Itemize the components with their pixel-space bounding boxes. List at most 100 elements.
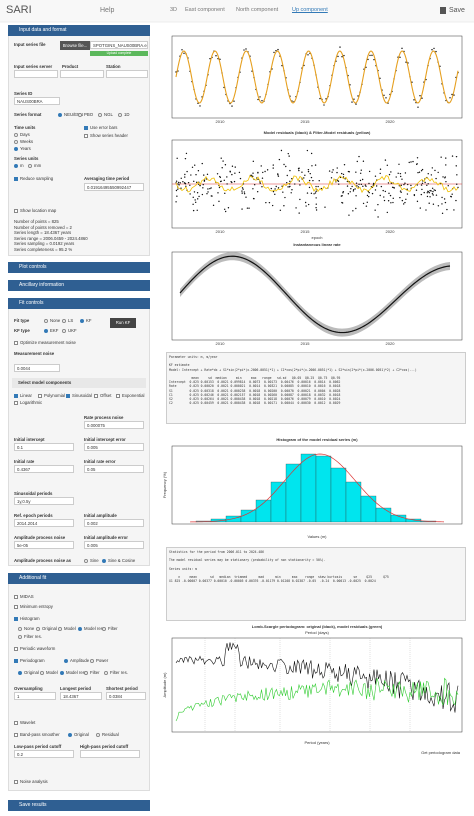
browse-button[interactable]: Browse file... [60, 41, 90, 50]
checkbox[interactable] [14, 176, 18, 181]
checkbox[interactable] [84, 133, 88, 138]
text-input[interactable]: 0.05 [84, 465, 144, 473]
radio[interactable] [118, 112, 122, 117]
point [315, 185, 317, 188]
tab[interactable]: Up component [292, 7, 328, 13]
radio[interactable] [80, 318, 84, 323]
section-header[interactable]: Additional fit [8, 573, 150, 584]
section-header[interactable]: Save results [8, 800, 150, 811]
checkbox[interactable] [14, 594, 18, 599]
checkbox[interactable] [116, 393, 120, 398]
radio[interactable] [102, 626, 106, 631]
checkbox[interactable] [84, 125, 88, 130]
point [306, 192, 309, 194]
radio[interactable] [18, 634, 22, 639]
label: Series range = 2006.0459 - 2024.4860 [14, 235, 88, 241]
radio[interactable] [60, 670, 64, 675]
section-header[interactable]: Ancillary information [8, 280, 150, 291]
text-input[interactable]: 0.000075 [84, 421, 144, 429]
checkbox[interactable] [94, 393, 98, 398]
text-input[interactable]: 0.005 [84, 443, 144, 451]
radio[interactable] [14, 146, 18, 151]
radio[interactable] [64, 658, 68, 663]
radio[interactable] [58, 626, 62, 631]
point [400, 184, 402, 187]
checkbox-label: Reduce sampling [20, 176, 54, 181]
text-input[interactable]: 0.0384 [106, 692, 146, 700]
radio[interactable] [84, 558, 88, 563]
text-input[interactable]: 1y,0.5y [14, 497, 74, 505]
radio[interactable] [78, 626, 82, 631]
text-input[interactable]: SPOTGINS_NAUS00BRA.e [90, 41, 148, 49]
plot-frame [171, 251, 463, 341]
point [368, 191, 370, 194]
tab[interactable]: 3D [170, 7, 178, 13]
checkbox-label: Wavelet [20, 720, 36, 725]
radio[interactable] [90, 658, 94, 663]
text-input[interactable]: 0.002 [84, 519, 144, 527]
radio[interactable] [78, 112, 82, 117]
checkbox[interactable] [14, 732, 18, 737]
point [403, 183, 405, 186]
text-input[interactable]: 18.4367 [60, 692, 102, 700]
tab[interactable]: East component [185, 7, 225, 13]
radio[interactable] [40, 670, 44, 675]
checkbox[interactable] [14, 646, 18, 651]
checkbox[interactable] [66, 393, 70, 398]
text-input[interactable]: 1 [14, 692, 56, 700]
checkbox[interactable] [14, 400, 18, 405]
text-input[interactable]: 0.01916495550992447 [84, 183, 144, 191]
section-header[interactable]: Fit controls [8, 298, 150, 309]
radio[interactable] [28, 163, 32, 168]
text-input[interactable]: 0.005 [84, 541, 144, 549]
radio[interactable] [58, 112, 62, 117]
console-line: X1 825 -0.00007 0.00377 0.00010 -0.00005… [169, 579, 376, 584]
point [393, 186, 395, 189]
checkbox[interactable] [14, 393, 18, 398]
console-line: C1 0.025 0.00246 0.0021 0.002157 0.0018 … [169, 392, 341, 397]
save-button[interactable]: Save [449, 7, 465, 14]
section-header[interactable]: Input data and format [8, 25, 150, 36]
text-input[interactable]: 2014.2014 [14, 519, 74, 527]
radio[interactable] [98, 112, 102, 117]
text-input[interactable]: NAUS00BRA [14, 97, 60, 105]
text-input[interactable] [80, 750, 140, 758]
radio[interactable] [62, 318, 66, 323]
radio[interactable] [44, 318, 48, 323]
checkbox[interactable] [14, 720, 18, 725]
text-input[interactable]: 0.4367 [14, 465, 74, 473]
text-input[interactable]: 0.0044 [14, 364, 60, 372]
radio[interactable] [96, 732, 100, 737]
radio[interactable] [102, 558, 106, 563]
checkbox[interactable] [14, 658, 18, 663]
point [432, 203, 435, 205]
radio[interactable] [18, 626, 22, 631]
radio[interactable] [18, 670, 22, 675]
radio[interactable] [62, 328, 66, 333]
text-input[interactable] [106, 70, 148, 78]
text-input[interactable] [60, 70, 104, 78]
point [366, 201, 368, 203]
radio[interactable] [68, 732, 72, 737]
section-header[interactable]: Plot controls [8, 262, 150, 273]
radio[interactable] [14, 132, 18, 137]
checkbox[interactable] [14, 208, 18, 213]
checkbox[interactable] [14, 779, 18, 784]
radio[interactable] [44, 328, 48, 333]
tab[interactable]: North component [236, 7, 279, 13]
text-input[interactable]: 5e-05 [14, 541, 74, 549]
radio[interactable] [104, 670, 108, 675]
run-button[interactable]: Run KF [110, 318, 136, 328]
text-input[interactable]: 0.2 [14, 750, 74, 758]
point [192, 209, 195, 212]
text-input[interactable] [14, 70, 58, 78]
text-input[interactable]: 0.1 [14, 443, 74, 451]
checkbox[interactable] [14, 604, 18, 609]
checkbox[interactable] [38, 393, 42, 398]
checkbox[interactable] [14, 340, 18, 345]
checkbox[interactable] [14, 616, 18, 621]
radio[interactable] [14, 163, 18, 168]
radio[interactable] [36, 626, 40, 631]
radio[interactable] [84, 670, 88, 675]
radio[interactable] [14, 139, 18, 144]
